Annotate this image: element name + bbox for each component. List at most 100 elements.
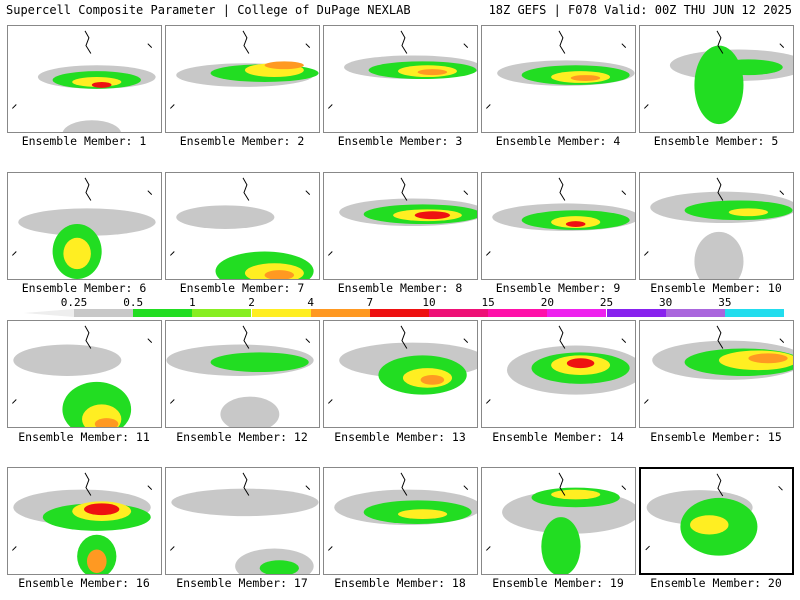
contour-region xyxy=(748,353,788,364)
coastline xyxy=(12,30,153,109)
contour-region xyxy=(551,489,601,500)
scp-field-map xyxy=(486,177,635,256)
ensemble-member-label: Ensemble Member: 10 xyxy=(650,281,782,295)
contour-region xyxy=(714,59,783,76)
ensemble-member-panel-1[interactable] xyxy=(7,25,162,133)
ensemble-member-panel-7[interactable] xyxy=(165,172,320,280)
contour-region xyxy=(62,120,121,132)
ensemble-member-label: Ensemble Member: 7 xyxy=(179,281,305,295)
coastline xyxy=(486,177,627,256)
scp-field-map xyxy=(170,30,319,109)
ensemble-member-label: Ensemble Member: 16 xyxy=(18,576,150,590)
scp-field-map xyxy=(12,325,153,427)
colorbar-segment xyxy=(310,309,370,317)
scp-field-map xyxy=(328,30,477,109)
colorbar-tick-label: 30 xyxy=(659,296,673,309)
coastline xyxy=(328,472,469,551)
coastline xyxy=(486,325,627,404)
coastline xyxy=(12,472,153,551)
contour-region xyxy=(694,45,744,125)
colorbar-segment xyxy=(488,309,548,317)
colorbar-tick-label: 25 xyxy=(599,296,614,309)
colorbar-tick-label: 0.5 xyxy=(123,296,144,309)
contour-region xyxy=(176,205,275,229)
ensemble-member-panel-14[interactable] xyxy=(481,320,636,428)
ensemble-member-panel-17[interactable] xyxy=(165,467,320,575)
colorbar-tick-label: 15 xyxy=(481,296,495,309)
ensemble-member-label: Ensemble Member: 1 xyxy=(21,134,147,148)
contour-region xyxy=(417,69,448,76)
ensemble-member-panel-18[interactable] xyxy=(323,467,478,575)
coastline xyxy=(170,472,311,551)
contour-region xyxy=(565,221,586,227)
contour-region xyxy=(566,358,595,369)
colorbar-tick-label: 20 xyxy=(540,296,554,309)
ensemble-member-panel-4[interactable] xyxy=(481,25,636,133)
colorbar-tick-label: 4 xyxy=(307,296,314,309)
ensemble-member-label: Ensemble Member: 2 xyxy=(179,134,305,148)
ensemble-member-panel-6[interactable] xyxy=(7,172,162,280)
colorbar-segment xyxy=(133,309,193,317)
contour-region xyxy=(91,81,112,88)
ensemble-member-panel-2[interactable] xyxy=(165,25,320,133)
scp-field-map xyxy=(12,472,153,574)
coastline xyxy=(328,325,469,404)
colorbar-tick-label: 10 xyxy=(422,296,436,309)
ensemble-member-panel-10[interactable] xyxy=(639,172,794,280)
scp-field-map xyxy=(644,177,793,279)
contour-region xyxy=(220,396,280,427)
coastline xyxy=(328,30,469,109)
colorbar-tick-label: 35 xyxy=(718,296,732,309)
coastline xyxy=(644,30,785,109)
contour-region xyxy=(94,418,119,427)
colorbar-segment xyxy=(251,309,311,317)
contour-region xyxy=(690,515,729,535)
contour-region xyxy=(86,549,107,574)
color-scale-legend: 0.25 0.5 1 2 4 7 10 15 20 25 30 35 xyxy=(14,296,790,322)
coastline xyxy=(486,30,627,109)
colorbar-segment xyxy=(665,309,725,317)
colorbar-segment xyxy=(429,309,489,317)
ensemble-member-label: Ensemble Member: 9 xyxy=(495,281,621,295)
ensemble-member-panel-5[interactable] xyxy=(639,25,794,133)
contour-region xyxy=(420,374,445,385)
coastline xyxy=(645,473,783,551)
coastline xyxy=(170,30,311,109)
colorbar-min-arrow xyxy=(24,309,74,317)
ensemble-member-panel-12[interactable] xyxy=(165,320,320,428)
ensemble-member-label: Ensemble Member: 8 xyxy=(337,281,463,295)
ensemble-member-panel-16[interactable] xyxy=(7,467,162,575)
colorbar-segment xyxy=(606,309,666,317)
ensemble-member-label: Ensemble Member: 5 xyxy=(653,134,779,148)
ensemble-member-panel-19[interactable] xyxy=(481,467,636,575)
contour-region xyxy=(728,208,769,217)
scp-field-map xyxy=(486,325,635,404)
coastline xyxy=(170,325,311,404)
ensemble-member-label: Ensemble Member: 6 xyxy=(21,281,147,295)
ensemble-member-panel-11[interactable] xyxy=(7,320,162,428)
colorbar-segment xyxy=(369,309,429,317)
contour-region xyxy=(18,208,156,236)
contour-region xyxy=(259,560,299,574)
coastline xyxy=(328,177,469,256)
ensemble-member-panel-9[interactable] xyxy=(481,172,636,280)
colorbar-segment xyxy=(192,309,252,317)
scp-field-map xyxy=(12,177,156,279)
colorbar-segment xyxy=(547,309,607,317)
ensemble-member-panel-8[interactable] xyxy=(323,172,478,280)
scp-field-map xyxy=(170,177,314,279)
page-title: Supercell Composite Parameter | College … xyxy=(6,3,411,17)
scp-field-map xyxy=(328,325,477,404)
ensemble-member-panel-13[interactable] xyxy=(323,320,478,428)
ensemble-member-panel-3[interactable] xyxy=(323,25,478,133)
ensemble-member-panel-15[interactable] xyxy=(639,320,794,428)
ensemble-member-label: Ensemble Member: 19 xyxy=(492,576,624,590)
colorbar-tick-label: 1 xyxy=(189,296,196,309)
contour-region xyxy=(13,344,122,376)
ensemble-member-panel-20[interactable] xyxy=(639,467,794,575)
scp-field-map xyxy=(645,473,783,556)
contour-region xyxy=(264,61,304,70)
coastline xyxy=(644,325,785,404)
coastline xyxy=(170,177,311,256)
